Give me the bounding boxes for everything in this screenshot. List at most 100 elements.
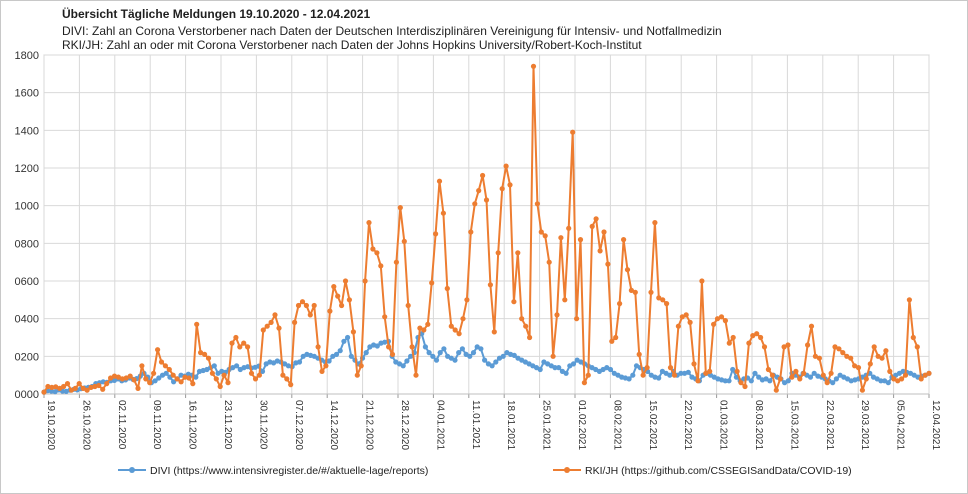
data-point xyxy=(448,323,454,329)
data-point xyxy=(589,223,595,229)
data-point xyxy=(476,188,482,194)
chart-subtitle-divi: DIVI: Zahl an Corona Verstorbener nach D… xyxy=(62,24,722,38)
data-point xyxy=(405,302,411,309)
data-point xyxy=(503,163,509,169)
data-point xyxy=(467,353,473,359)
data-point xyxy=(887,368,893,374)
data-point xyxy=(299,299,306,305)
data-point xyxy=(883,348,889,354)
data-point xyxy=(326,358,332,364)
data-point xyxy=(636,351,642,357)
data-point xyxy=(444,285,450,292)
data-point xyxy=(237,344,243,350)
data-point xyxy=(354,372,360,378)
data-point xyxy=(221,372,227,378)
data-point xyxy=(500,353,506,359)
data-point xyxy=(574,316,580,322)
data-point xyxy=(350,329,356,335)
data-point xyxy=(205,355,212,361)
data-point xyxy=(902,372,909,378)
data-point xyxy=(793,368,799,374)
data-point xyxy=(234,363,240,369)
data-point xyxy=(491,329,497,335)
data-point xyxy=(202,351,208,357)
data-point xyxy=(374,250,380,256)
data-point xyxy=(797,376,803,382)
x-tick-label: 23.11.2020 xyxy=(222,400,233,450)
data-point xyxy=(899,376,905,382)
data-point xyxy=(734,368,740,374)
data-point xyxy=(644,365,650,371)
x-tick-label: 01.02.2021 xyxy=(576,400,587,450)
data-point xyxy=(346,297,352,303)
data-point xyxy=(607,366,614,373)
data-point xyxy=(131,377,137,383)
data-point xyxy=(422,344,428,350)
data-point xyxy=(433,231,439,237)
data-point xyxy=(441,346,447,352)
data-point xyxy=(182,374,188,380)
data-point xyxy=(879,355,885,361)
data-point xyxy=(511,352,517,358)
data-point xyxy=(537,366,543,373)
data-point xyxy=(292,319,298,325)
data-point xyxy=(468,229,474,235)
data-point xyxy=(171,379,177,385)
data-point xyxy=(648,289,654,295)
data-point xyxy=(241,340,247,346)
y-tick-label: 1600 xyxy=(15,88,39,100)
data-point xyxy=(362,278,368,284)
chart-title: Übersicht Tägliche Meldungen 19.10.2020 … xyxy=(62,7,371,21)
data-point xyxy=(213,376,219,382)
data-point xyxy=(162,363,168,369)
data-point xyxy=(562,297,568,303)
data-point xyxy=(295,302,302,309)
y-tick-label: 0200 xyxy=(15,351,39,363)
data-point xyxy=(61,383,67,390)
data-point xyxy=(711,321,717,327)
data-point xyxy=(781,344,787,350)
legend-marker xyxy=(564,467,570,473)
data-point xyxy=(370,246,376,252)
data-point xyxy=(436,178,443,184)
y-tick-label: 0000 xyxy=(15,389,39,401)
data-point xyxy=(613,334,619,341)
data-point xyxy=(413,372,419,378)
data-point xyxy=(331,284,337,290)
data-point xyxy=(621,237,627,243)
data-point xyxy=(252,376,259,382)
data-point xyxy=(752,370,758,376)
data-point xyxy=(546,259,552,265)
data-point xyxy=(348,353,354,359)
x-tick-label: 05.04.2021 xyxy=(895,400,906,450)
data-point xyxy=(840,350,846,356)
data-point xyxy=(656,295,662,301)
data-point xyxy=(193,374,199,380)
data-point xyxy=(460,316,466,322)
data-point xyxy=(667,372,673,378)
x-tick-label: 08.03.2021 xyxy=(753,400,764,450)
data-point xyxy=(885,380,891,386)
data-point xyxy=(260,327,266,333)
data-point xyxy=(566,225,572,231)
data-point xyxy=(472,201,478,207)
data-point xyxy=(801,370,807,376)
data-point xyxy=(679,314,685,320)
y-tick-label: 0800 xyxy=(15,238,39,250)
data-point xyxy=(408,353,414,359)
data-point xyxy=(45,383,51,390)
data-point xyxy=(820,372,826,378)
data-point xyxy=(166,366,172,373)
data-point xyxy=(333,351,340,357)
data-point xyxy=(143,376,149,382)
data-point xyxy=(754,331,760,337)
data-point xyxy=(163,370,169,376)
data-point xyxy=(570,361,577,367)
data-point xyxy=(211,363,217,369)
data-point xyxy=(170,372,176,378)
y-tick-label: 0400 xyxy=(15,314,39,326)
data-point xyxy=(68,387,74,393)
data-point xyxy=(750,333,756,339)
data-point xyxy=(914,344,920,350)
x-tick-label: 28.12.2020 xyxy=(399,400,410,450)
